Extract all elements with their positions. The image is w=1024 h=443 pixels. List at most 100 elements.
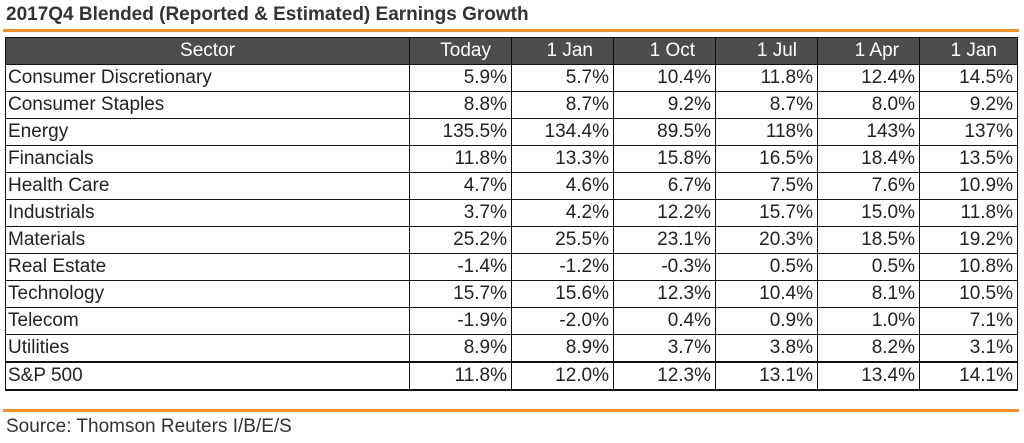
table-row: Consumer Staples 8.8% 8.7% 9.2% 8.7% 8.0% 9.2%: [5, 91, 1018, 119]
value-cell: 20.3%: [715, 226, 818, 254]
table-row: Real Estate -1.4% -1.2% -0.3% 0.5% 0.5% 10.8%: [5, 253, 1018, 281]
value-cell: 3.1%: [919, 334, 1018, 363]
table-row: Technology 15.7% 15.6% 12.3% 10.4% 8.1% 10.5%: [5, 280, 1018, 308]
value-cell: -1.4%: [409, 253, 512, 281]
earnings-growth-table: Sector Today 1 Jan 1 Oct 1 Jul 1 Apr 1 J…: [5, 37, 1018, 391]
value-cell: 4.2%: [511, 199, 614, 227]
value-cell: 8.8%: [409, 91, 512, 119]
value-cell: 143%: [817, 118, 920, 146]
table-row: Consumer Discretionary 5.9% 5.7% 10.4% 11.8%…: [5, 64, 1018, 92]
sector-cell: Real Estate: [5, 253, 410, 281]
page-title: 2017Q4 Blended (Reported & Estimated) Ea…: [6, 4, 529, 25]
value-cell: 12.0%: [511, 361, 614, 391]
value-cell: 13.5%: [919, 145, 1018, 173]
value-cell: 10.4%: [715, 280, 818, 308]
table-row-total: S&P 500 11.8% 12.0% 12.3% 13.1% 13.4% 14.1%: [5, 361, 1018, 391]
value-cell: 4.6%: [511, 172, 614, 200]
value-cell: 5.7%: [511, 64, 614, 92]
table-row: Materials 25.2% 25.5% 23.1% 20.3% 18.5% 19.2%: [5, 226, 1018, 254]
header-today: Today: [409, 37, 512, 65]
value-cell: 13.4%: [817, 361, 920, 391]
value-cell: -2.0%: [511, 307, 614, 335]
sector-cell: Energy: [5, 118, 410, 146]
value-cell: -1.9%: [409, 307, 512, 335]
value-cell: 7.6%: [817, 172, 920, 200]
header-1-jan: 1 Jan: [511, 37, 614, 65]
header-1-oct: 1 Oct: [613, 37, 716, 65]
sector-cell: Materials: [5, 226, 410, 254]
value-cell: -0.3%: [613, 253, 716, 281]
value-cell: 0.5%: [817, 253, 920, 281]
value-cell: 10.9%: [919, 172, 1018, 200]
value-cell: 118%: [715, 118, 818, 146]
value-cell: 11.8%: [715, 64, 818, 92]
value-cell: 7.1%: [919, 307, 1018, 335]
sector-cell: Industrials: [5, 199, 410, 227]
value-cell: 12.3%: [613, 361, 716, 391]
table-header-row: Sector Today 1 Jan 1 Oct 1 Jul 1 Apr 1 J…: [5, 37, 1018, 65]
value-cell: 137%: [919, 118, 1018, 146]
table-row: Financials 11.8% 13.3% 15.8% 16.5% 18.4% 13.5%: [5, 145, 1018, 173]
value-cell: 10.4%: [613, 64, 716, 92]
value-cell: 8.0%: [817, 91, 920, 119]
table-row: Industrials 3.7% 4.2% 12.2% 15.7% 15.0% 11.8%: [5, 199, 1018, 227]
value-cell: -1.2%: [511, 253, 614, 281]
value-cell: 3.7%: [613, 334, 716, 363]
header-sector: Sector: [5, 37, 410, 65]
value-cell: 8.7%: [715, 91, 818, 119]
value-cell: 13.3%: [511, 145, 614, 173]
value-cell: 18.4%: [817, 145, 920, 173]
sector-cell: Health Care: [5, 172, 410, 200]
value-cell: 3.7%: [409, 199, 512, 227]
top-orange-rule: [3, 29, 1019, 32]
value-cell: 11.8%: [919, 199, 1018, 227]
sector-cell: Utilities: [5, 334, 410, 363]
value-cell: 8.9%: [511, 334, 614, 363]
value-cell: 14.5%: [919, 64, 1018, 92]
value-cell: 134.4%: [511, 118, 614, 146]
value-cell: 9.2%: [919, 91, 1018, 119]
bottom-orange-rule: [3, 409, 1019, 412]
value-cell: 0.4%: [613, 307, 716, 335]
value-cell: 6.7%: [613, 172, 716, 200]
value-cell: 15.0%: [817, 199, 920, 227]
header-1-apr: 1 Apr: [817, 37, 920, 65]
value-cell: 12.4%: [817, 64, 920, 92]
value-cell: 8.7%: [511, 91, 614, 119]
value-cell: 15.6%: [511, 280, 614, 308]
value-cell: 10.5%: [919, 280, 1018, 308]
sector-cell: Telecom: [5, 307, 410, 335]
value-cell: 11.8%: [409, 145, 512, 173]
sector-cell: S&P 500: [5, 361, 410, 391]
value-cell: 135.5%: [409, 118, 512, 146]
value-cell: 18.5%: [817, 226, 920, 254]
value-cell: 19.2%: [919, 226, 1018, 254]
value-cell: 8.2%: [817, 334, 920, 363]
value-cell: 8.9%: [409, 334, 512, 363]
table-row: Telecom -1.9% -2.0% 0.4% 0.9% 1.0% 7.1%: [5, 307, 1018, 335]
value-cell: 12.2%: [613, 199, 716, 227]
table-row: Utilities 8.9% 8.9% 3.7% 3.8% 8.2% 3.1%: [5, 334, 1018, 363]
value-cell: 12.3%: [613, 280, 716, 308]
value-cell: 13.1%: [715, 361, 818, 391]
sector-cell: Consumer Discretionary: [5, 64, 410, 92]
table-row: Health Care 4.7% 4.6% 6.7% 7.5% 7.6% 10.9%: [5, 172, 1018, 200]
value-cell: 14.1%: [919, 361, 1018, 391]
value-cell: 25.2%: [409, 226, 512, 254]
table-row: Energy 135.5% 134.4% 89.5% 118% 143% 137%: [5, 118, 1018, 146]
header-1-jan-prior: 1 Jan: [919, 37, 1018, 65]
sector-cell: Technology: [5, 280, 410, 308]
value-cell: 23.1%: [613, 226, 716, 254]
value-cell: 10.8%: [919, 253, 1018, 281]
value-cell: 15.7%: [715, 199, 818, 227]
value-cell: 0.5%: [715, 253, 818, 281]
source-note: Source: Thomson Reuters I/B/E/S: [6, 416, 292, 437]
value-cell: 16.5%: [715, 145, 818, 173]
value-cell: 9.2%: [613, 91, 716, 119]
value-cell: 8.1%: [817, 280, 920, 308]
value-cell: 15.8%: [613, 145, 716, 173]
value-cell: 1.0%: [817, 307, 920, 335]
value-cell: 3.8%: [715, 334, 818, 363]
value-cell: 11.8%: [409, 361, 512, 391]
sector-cell: Consumer Staples: [5, 91, 410, 119]
